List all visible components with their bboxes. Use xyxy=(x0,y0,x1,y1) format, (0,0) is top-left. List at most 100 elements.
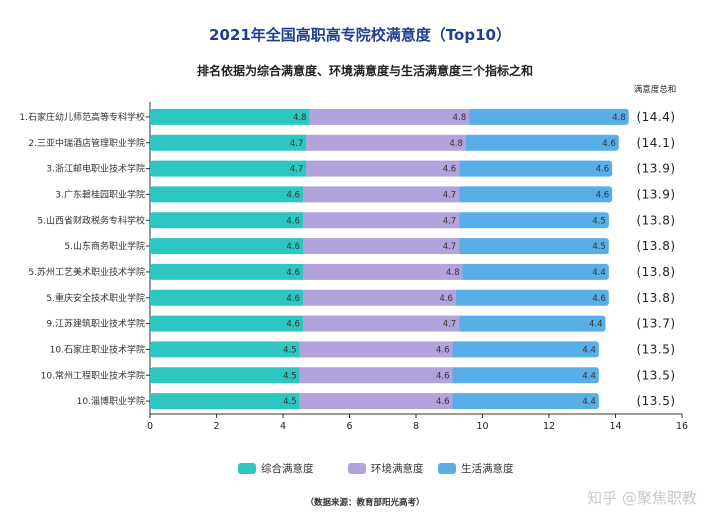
value-label: 4.5 xyxy=(283,397,297,407)
total-label: (13.5) xyxy=(636,368,675,382)
bar-segment-joint xyxy=(296,341,300,358)
x-tick-label: 14 xyxy=(609,421,621,432)
bar-segment xyxy=(150,108,310,125)
legend-swatch xyxy=(348,463,366,474)
total-label: (14.1) xyxy=(636,136,675,150)
bar-segment xyxy=(299,341,453,358)
category-label: 10.石家庄职业技术学院 xyxy=(50,343,145,355)
value-label: 4.4 xyxy=(592,268,606,278)
value-label: 4.6 xyxy=(443,165,457,175)
bar-segment xyxy=(452,393,599,410)
x-tick-label: 10 xyxy=(476,421,488,432)
bar-segment xyxy=(452,341,599,358)
bar-segment-joint xyxy=(469,108,473,125)
bar-segment-joint xyxy=(296,367,300,384)
bar-segment xyxy=(302,315,460,332)
chart-title: 2021年全国高职高专院校满意度（Top10） xyxy=(209,26,511,44)
data-source: （数据来源：教育部阳光高考） xyxy=(305,497,424,508)
total-label: (14.4) xyxy=(636,110,675,124)
chart-subtitle: 排名依据为综合满意度、环境满意度与生活满意度三个指标之和 xyxy=(197,63,533,78)
value-label: 4.5 xyxy=(283,345,297,355)
bar-segment xyxy=(306,160,460,177)
value-label: 4.4 xyxy=(582,345,596,355)
total-label: (13.7) xyxy=(636,317,675,331)
total-label: (13.8) xyxy=(636,239,675,253)
bar-segment xyxy=(302,186,460,203)
total-label: (13.5) xyxy=(636,394,675,408)
category-label: 3.浙江邮电职业技术学院 xyxy=(46,163,145,175)
bar-segment-joint xyxy=(452,393,456,410)
bar-segment-joint xyxy=(465,134,469,151)
plot-area: 0 2 4 6 8 10 12 14 16 1.石家庄幼儿师范高等专科学校 4.8 4.8 4.8 (14… xyxy=(19,102,688,432)
value-label: 4.6 xyxy=(436,371,450,381)
value-label: 4.6 xyxy=(439,294,453,304)
value-label: 4.6 xyxy=(596,190,610,200)
legend-swatch xyxy=(438,463,456,474)
legend-label: 环境满意度 xyxy=(371,462,424,475)
value-label: 4.5 xyxy=(592,242,606,252)
bar-segment xyxy=(459,212,609,229)
category-label: 9.江苏建筑职业技术学院 xyxy=(46,318,145,330)
value-label: 4.7 xyxy=(443,242,457,252)
bar-segment xyxy=(150,393,300,410)
value-label: 4.8 xyxy=(293,113,307,123)
bar-segment xyxy=(302,238,460,255)
bar-segment xyxy=(452,367,599,384)
category-label: 5.山西省财政税务专科学校 xyxy=(37,214,145,226)
bar-segment xyxy=(459,160,613,177)
value-label: 4.6 xyxy=(286,190,300,200)
bar-segment-joint xyxy=(459,315,463,332)
bar-segment-joint xyxy=(452,341,456,358)
x-tick-label: 6 xyxy=(346,421,352,432)
value-label: 4.6 xyxy=(436,397,450,407)
bar-segment xyxy=(150,238,303,255)
bar-segment-joint xyxy=(306,108,310,125)
bar-segment-joint xyxy=(299,289,303,306)
bar-segment xyxy=(150,315,303,332)
bar-segment-joint xyxy=(459,238,463,255)
value-label: 4.8 xyxy=(453,113,467,123)
bar-segment xyxy=(150,212,303,229)
category-label: 5.山东商务职业学院 xyxy=(64,240,145,252)
total-label: (13.5) xyxy=(636,342,675,356)
total-label: (13.8) xyxy=(636,291,675,305)
category-label: 10.常州工程职业技术学院 xyxy=(41,369,145,381)
value-label: 4.7 xyxy=(290,165,304,175)
value-label: 4.5 xyxy=(592,216,606,226)
bar-segment xyxy=(465,134,619,151)
bar-segment xyxy=(150,341,300,358)
value-label: 4.6 xyxy=(286,320,300,330)
bar-segment-joint xyxy=(455,289,459,306)
value-label: 4.7 xyxy=(443,320,457,330)
legend: 综合满意度 环境满意度 生活满意度 xyxy=(238,462,514,475)
legend-label: 综合满意度 xyxy=(261,462,314,475)
value-label: 4.7 xyxy=(443,216,457,226)
legend-label: 生活满意度 xyxy=(461,462,514,475)
value-label: 4.4 xyxy=(582,397,596,407)
bar-segment xyxy=(150,289,303,306)
value-label: 4.6 xyxy=(286,268,300,278)
bar-segment xyxy=(462,263,609,280)
bar-segment-joint xyxy=(299,186,303,203)
category-label: 5.重庆安全技术职业学院 xyxy=(46,292,145,304)
bar-segment xyxy=(309,108,470,125)
bar-segment xyxy=(150,134,307,151)
bar-segment xyxy=(455,289,609,306)
bar-segment xyxy=(302,212,460,229)
bar-segment xyxy=(150,160,307,177)
total-label: (13.8) xyxy=(636,213,675,227)
legend-swatch xyxy=(238,463,256,474)
bar-segment xyxy=(459,186,613,203)
bar-segment-joint xyxy=(299,263,303,280)
watermark: 知乎 @聚焦职教 xyxy=(587,489,697,507)
bar-segment xyxy=(299,367,453,384)
bar-segment xyxy=(299,393,453,410)
bar-segment-joint xyxy=(303,134,307,151)
category-label: 10.淄博职业学院 xyxy=(77,395,145,407)
total-header: 满意度总和 xyxy=(634,84,677,95)
value-label: 4.6 xyxy=(286,294,300,304)
value-label: 4.7 xyxy=(443,190,457,200)
bar-segment-joint xyxy=(459,186,463,203)
bar-segment-joint xyxy=(459,160,463,177)
x-tick-label: 8 xyxy=(413,421,419,432)
